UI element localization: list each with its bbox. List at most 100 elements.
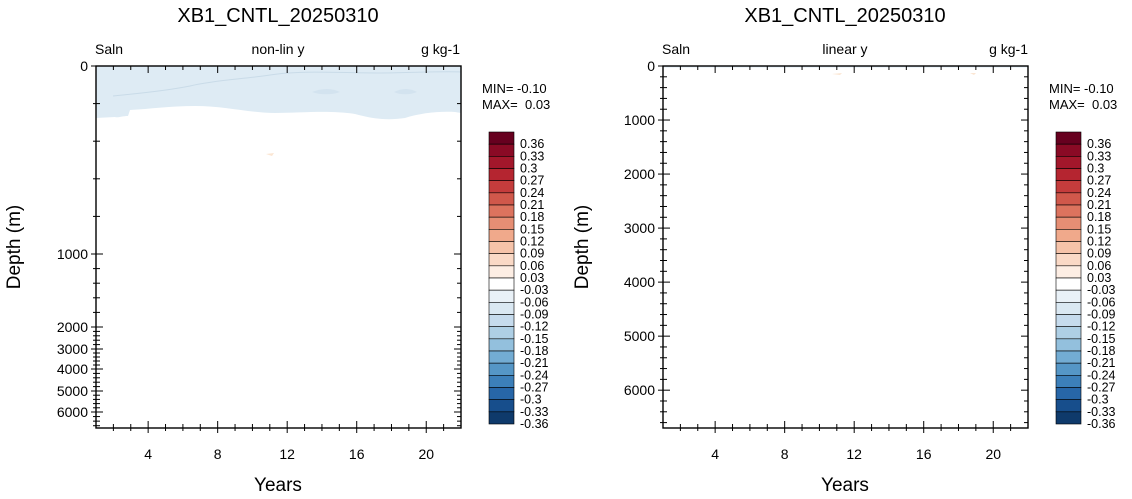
colorbar-swatch — [488, 387, 515, 400]
colorbar-swatch — [488, 168, 515, 181]
y-tick-label: 6000 — [624, 382, 655, 398]
colorbar-label: -0.36 — [1087, 417, 1116, 431]
colorbar: 0.360.330.30.270.240.210.180.150.120.090… — [1055, 131, 1116, 431]
chart-title: XB1_CNTL_20250310 — [177, 5, 378, 27]
units-label: g kg-1 — [421, 41, 460, 57]
colorbar-label: 0.06 — [520, 259, 544, 273]
colorbar-swatch — [1055, 399, 1082, 413]
colorbar-label: 0.09 — [1087, 247, 1111, 261]
x-tick-label: 8 — [214, 446, 222, 462]
colorbar-swatch — [1055, 350, 1082, 364]
colorbar-label: -0.36 — [520, 417, 549, 431]
y-tick-label: 5000 — [624, 328, 655, 344]
colorbar-label: -0.3 — [520, 393, 542, 407]
plot-frame — [662, 65, 1029, 429]
tick-labels: 4 8 12 16 20 0 1000 2000 3000 4000 5000 6000 — [57, 58, 434, 462]
colorbar-label: 0.33 — [1087, 149, 1111, 163]
panel-linear: XB1_CNTL_20250310 Saln linear y g kg-1 4… — [572, 5, 1117, 496]
colorbar-swatch — [488, 229, 515, 242]
colorbar-swatch — [1055, 326, 1082, 340]
colorbar-swatch — [488, 204, 515, 218]
colorbar-label: 0.18 — [520, 210, 544, 224]
min-label: MIN= -0.10 — [482, 81, 547, 96]
colorbar-swatch — [1055, 131, 1082, 145]
colorbar-swatch — [488, 216, 515, 230]
positive-anomaly-dot — [970, 73, 976, 75]
colorbar-swatch — [1055, 180, 1082, 194]
colorbar-swatch — [1055, 411, 1082, 425]
colorbar-swatch — [488, 362, 515, 376]
positive-anomaly-dot — [832, 73, 842, 75]
colorbar-swatch — [1055, 241, 1082, 254]
colorbar-label: 0.12 — [1087, 235, 1111, 249]
colorbar-swatch — [1055, 375, 1082, 388]
y-tick-label: 6000 — [57, 404, 88, 420]
colorbar-swatch — [1055, 143, 1082, 157]
max-label: MAX= 0.03 — [1049, 97, 1117, 112]
colorbar-label: -0.15 — [520, 332, 549, 346]
y-axis-label: Depth (m) — [572, 205, 593, 289]
colorbar-label: 0.06 — [1087, 259, 1111, 273]
colorbar-label: -0.21 — [1087, 356, 1116, 370]
colorbar-label: 0.24 — [1087, 186, 1111, 200]
colorbar-swatch — [1055, 362, 1082, 376]
y-tick-label: 4000 — [57, 361, 88, 377]
colorbar-label: 0.21 — [520, 198, 544, 212]
colorbar-label: 0.27 — [520, 174, 544, 188]
colorbar-swatch — [488, 326, 515, 340]
colorbar-label: 0.3 — [1087, 162, 1104, 176]
y-tick-label: 1000 — [57, 246, 88, 262]
colorbar-swatch — [1055, 192, 1082, 206]
colorbar-swatch — [1055, 302, 1082, 315]
anomaly-contour-line — [112, 71, 462, 97]
colorbar-swatch — [1055, 314, 1082, 327]
colorbar-swatch — [488, 192, 515, 206]
colorbar-label: -0.18 — [520, 344, 549, 358]
anomaly-contour-fill — [312, 89, 340, 95]
colorbar-swatch — [488, 338, 515, 352]
plot-frame — [95, 65, 462, 429]
x-tick-label: 12 — [279, 446, 295, 462]
colorbar-swatch — [1055, 277, 1082, 291]
colorbar-label: -0.15 — [1087, 332, 1116, 346]
positive-anomaly-dot — [266, 153, 274, 156]
x-tick-label: 16 — [349, 446, 365, 462]
colorbar-swatch — [488, 265, 515, 279]
colorbar-label: -0.18 — [1087, 344, 1116, 358]
x-tick-label: 20 — [418, 446, 434, 462]
colorbar-label: 0.3 — [520, 162, 537, 176]
colorbar-label: -0.3 — [1087, 393, 1109, 407]
colorbar-swatch — [488, 399, 515, 413]
colorbar-swatch — [1055, 229, 1082, 242]
x-tick-label: 20 — [985, 446, 1001, 462]
y-tick-label: 2000 — [57, 319, 88, 335]
colorbar-swatch — [1055, 265, 1082, 279]
y-tick-label: 2000 — [624, 166, 655, 182]
colorbar-label: -0.27 — [520, 381, 549, 395]
colorbar-label: 0.12 — [520, 235, 544, 249]
axis-ticks — [91, 65, 461, 433]
colorbar-swatch — [1055, 289, 1082, 303]
colorbar-swatch — [488, 156, 515, 169]
colorbar-swatch — [1055, 168, 1082, 181]
colorbar-swatch — [488, 180, 515, 194]
x-tick-label: 8 — [781, 446, 789, 462]
x-axis-label: Years — [821, 475, 869, 496]
colorbar-label: 0.33 — [520, 149, 544, 163]
colorbar-swatch — [1055, 156, 1082, 169]
colorbar-label: -0.12 — [1087, 320, 1116, 334]
colorbar: 0.360.330.30.270.240.210.180.150.120.090… — [488, 131, 549, 431]
colorbar-swatch — [488, 131, 515, 145]
anomaly-contour-fill — [96, 66, 461, 120]
scale-label: non-lin y — [252, 41, 305, 57]
colorbar-swatch — [488, 277, 515, 291]
x-tick-label: 16 — [916, 446, 932, 462]
x-axis-label: Years — [254, 475, 302, 496]
y-tick-label: 3000 — [57, 341, 88, 357]
colorbar-swatch — [488, 143, 515, 157]
colorbar-swatch — [488, 375, 515, 388]
colorbar-label: -0.24 — [520, 368, 549, 382]
colorbar-label: -0.06 — [520, 295, 549, 309]
colorbar-swatch — [488, 241, 515, 254]
panel-nonlinear: XB1_CNTL_20250310 Saln non-lin y g kg-1 … — [4, 5, 550, 496]
